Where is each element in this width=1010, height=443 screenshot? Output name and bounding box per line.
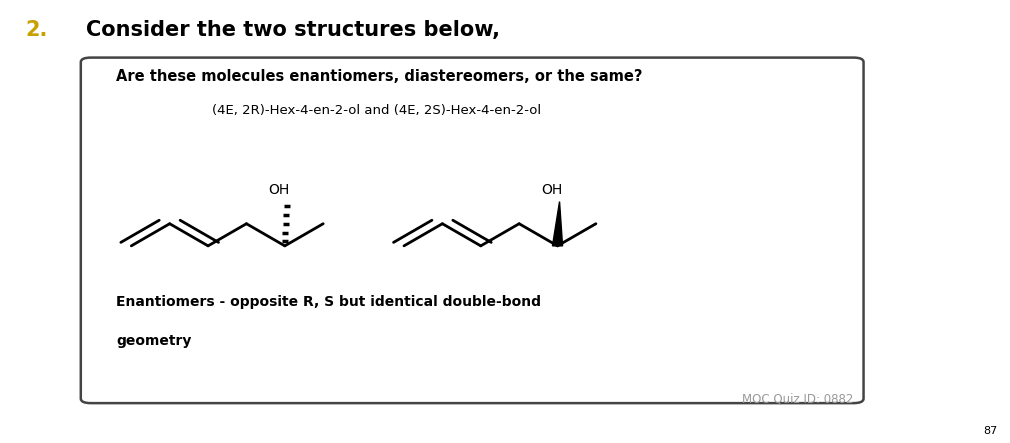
Text: Consider the two structures below,: Consider the two structures below, (86, 20, 500, 40)
Text: OH: OH (540, 183, 563, 197)
Text: (4E, 2R)-Hex-4-en-2-ol and (4E, 2S)-Hex-4-en-2-ol: (4E, 2R)-Hex-4-en-2-ol and (4E, 2S)-Hex-… (212, 104, 541, 117)
Text: 87: 87 (984, 426, 998, 436)
Polygon shape (552, 202, 563, 246)
Text: geometry: geometry (116, 334, 192, 349)
Text: MOC Quiz ID: 0882: MOC Quiz ID: 0882 (742, 392, 853, 405)
FancyBboxPatch shape (81, 58, 864, 403)
Text: OH: OH (268, 183, 290, 197)
Text: 2.: 2. (25, 20, 47, 40)
Text: Enantiomers - opposite R, S but identical double-bond: Enantiomers - opposite R, S but identica… (116, 295, 541, 309)
Text: Are these molecules enantiomers, diastereomers, or the same?: Are these molecules enantiomers, diaster… (116, 69, 642, 84)
